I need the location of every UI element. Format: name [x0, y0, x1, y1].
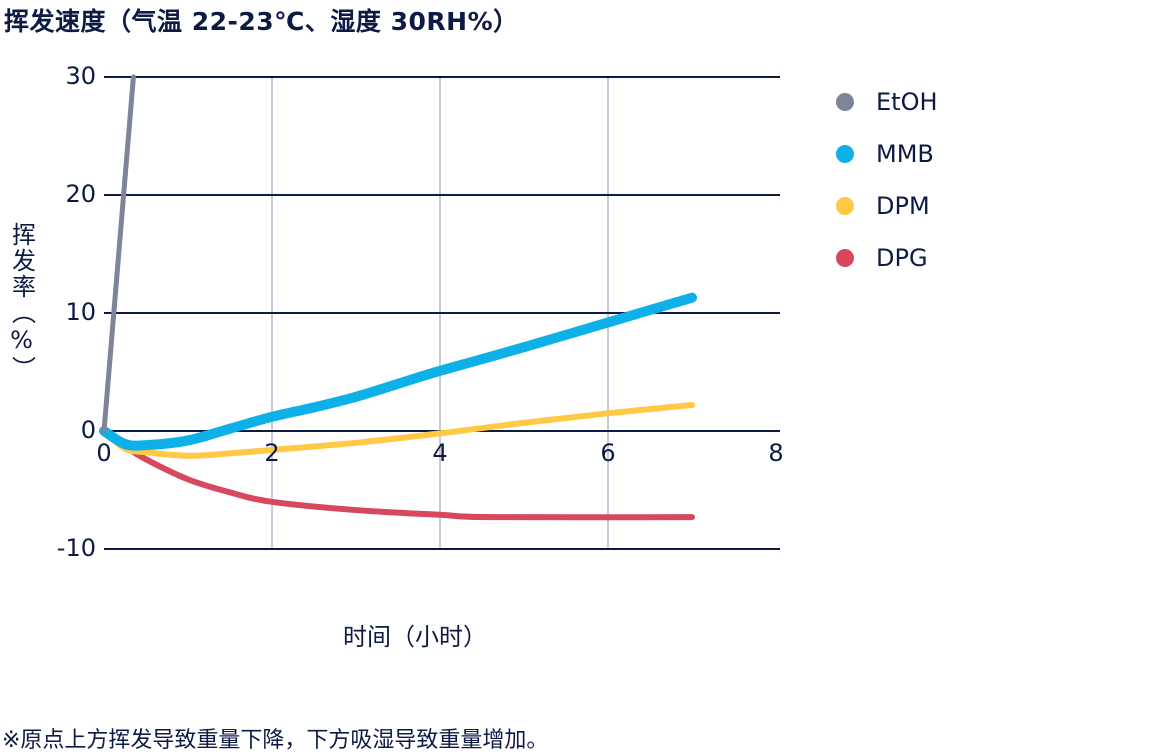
data-series — [99, 74, 697, 521]
legend-dot-icon — [836, 249, 854, 267]
legend-label: EtOH — [876, 88, 938, 116]
horizontal-gridlines — [104, 76, 780, 550]
legend-item-mmb: MMB — [836, 128, 938, 180]
x-tick-label: 2 — [264, 439, 280, 467]
series-line-dpm — [101, 402, 695, 459]
y-axis-label: 挥发率（%） — [6, 222, 36, 389]
y-tick-label: 30 — [65, 62, 96, 90]
legend-item-etoh: EtOH — [836, 76, 938, 128]
legend-label: DPM — [876, 192, 930, 220]
x-axis-label: 时间（小时） — [343, 623, 487, 651]
x-tick-label: 0 — [96, 439, 112, 467]
x-tick-label: 4 — [432, 439, 448, 467]
x-tick-label: 6 — [600, 439, 616, 467]
x-tick-label: 8 — [768, 439, 784, 467]
legend-label: MMB — [876, 140, 934, 168]
legend-dot-icon — [836, 93, 854, 111]
series-line-dpg — [101, 428, 695, 521]
legend-dot-icon — [836, 145, 854, 163]
series-line-mmb — [99, 292, 697, 451]
y-axis-label-text: 挥发率（%） — [7, 222, 36, 382]
y-tick-label: -10 — [56, 534, 96, 562]
legend-item-dpg: DPG — [836, 232, 938, 284]
chart-title: 挥发速度（气温 22-23℃、湿度 30RH%） — [4, 7, 519, 36]
legend: EtOH MMB DPM DPG — [836, 76, 938, 284]
series-line-etoh — [101, 74, 136, 434]
legend-label: DPG — [876, 244, 928, 272]
y-tick-label: 10 — [65, 298, 96, 326]
y-tick-label: 20 — [65, 180, 96, 208]
footnote: ※原点上方挥发导致重量下降，下方吸湿导致重量增加。 — [2, 728, 549, 753]
y-tick-label: 0 — [80, 416, 96, 444]
legend-dot-icon — [836, 197, 854, 215]
legend-item-dpm: DPM — [836, 180, 938, 232]
